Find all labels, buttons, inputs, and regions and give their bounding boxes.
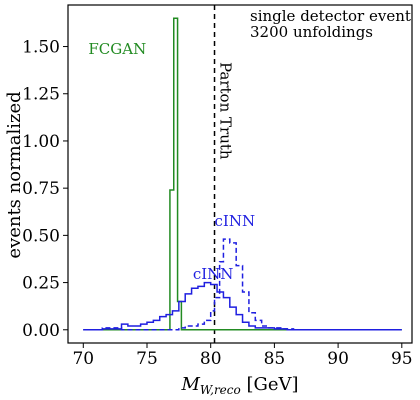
series-0-label: FCGAN (88, 40, 146, 58)
y-tick-label: 0.00 (22, 321, 60, 341)
y-axis-title: events normalized (4, 91, 25, 258)
parton-truth-label: Parton Truth (217, 62, 235, 160)
y-tick-label: 0.50 (22, 226, 60, 246)
x-tick-label: 85 (264, 349, 286, 369)
x-axis-title: MW,reco [GeV] (180, 374, 298, 397)
y-tick-label: 1.25 (22, 85, 60, 105)
annotation-line-2: 3200 unfoldings (250, 23, 373, 41)
y-tick-label: 0.75 (22, 179, 60, 199)
x-tick-label: 70 (72, 349, 94, 369)
axes-frame (67, 4, 413, 344)
x-tick-label: 75 (136, 349, 158, 369)
x-tick-label: 90 (327, 349, 349, 369)
series-1-label: cINN (215, 212, 256, 230)
series-layer: Parton Truth FCGAN cINN cINN (83, 5, 402, 343)
y-tick-label: 1.50 (22, 38, 60, 58)
series-1-dashed-histogram (83, 238, 402, 331)
x-axis-title-unit: [GeV] (241, 374, 299, 395)
annotation-line-1: single detector event (250, 7, 411, 25)
text-layer: MW,reco [GeV] events normalized single d… (4, 7, 411, 397)
y-tick-label: 1.00 (22, 132, 60, 152)
axes-layer: 70 75 80 85 90 95 0.00 0.25 0.50 0.75 1.00 1.25 1.50 (22, 4, 413, 369)
x-axis-title-sub: W,reco (200, 383, 241, 397)
x-tick-label: 95 (391, 349, 413, 369)
series-2-solid-histogram (83, 281, 402, 331)
series-0-solid-histogram (83, 17, 402, 331)
x-tick-label: 80 (200, 349, 222, 369)
y-tick-label: 0.25 (22, 274, 60, 294)
x-axis-title-main: M (180, 374, 200, 395)
series-2-label: cINN (193, 265, 234, 283)
